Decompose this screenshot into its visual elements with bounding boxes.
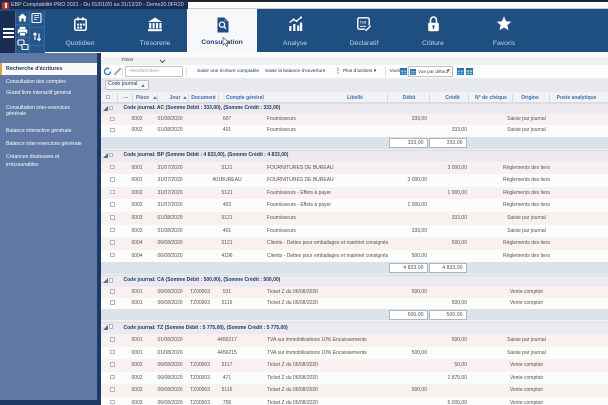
svg-text:tva: tva xyxy=(360,19,367,24)
